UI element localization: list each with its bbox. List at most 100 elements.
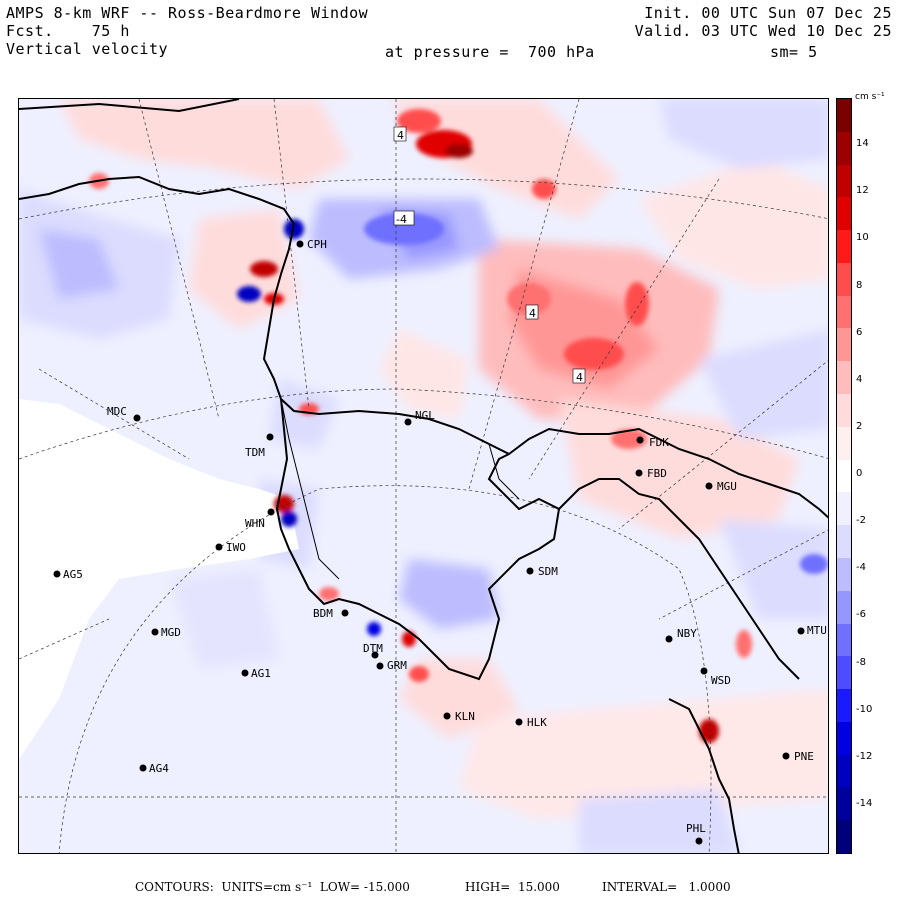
colorbar-tick-label: -10 bbox=[856, 703, 873, 715]
station-marker bbox=[700, 667, 708, 675]
colorbar-tick-label: -12 bbox=[856, 750, 873, 762]
station-label: HLK bbox=[527, 716, 547, 729]
station-label: BDM bbox=[313, 607, 333, 620]
init-time: Init. 00 UTC Sun 07 Dec 25 bbox=[644, 4, 892, 22]
station-marker bbox=[665, 635, 673, 643]
station-marker bbox=[376, 662, 384, 670]
station-marker bbox=[133, 414, 141, 422]
colorbar-segment bbox=[837, 557, 851, 592]
station-marker bbox=[151, 628, 159, 636]
colorbar-tick-label: -14 bbox=[856, 797, 873, 809]
colorbar-segment bbox=[837, 689, 851, 723]
station-label: MTU bbox=[807, 624, 827, 637]
station-marker bbox=[53, 570, 61, 578]
station-marker bbox=[241, 669, 249, 677]
station-label: SDM bbox=[538, 565, 558, 578]
station-marker bbox=[782, 752, 790, 760]
header-left: AMPS 8-km WRF -- Ross-Beardmore Window F… bbox=[6, 4, 368, 58]
station-label: FDK bbox=[649, 436, 669, 449]
station-marker bbox=[797, 627, 805, 635]
colorbar-segment bbox=[837, 590, 851, 625]
contour-label: -4 bbox=[396, 213, 407, 226]
colorbar-tick-label: 4 bbox=[856, 373, 863, 385]
station-marker bbox=[526, 567, 534, 575]
station-label: AG1 bbox=[251, 667, 271, 680]
colorbar-tick-label: -4 bbox=[856, 562, 866, 574]
station-label: NBY bbox=[677, 627, 697, 640]
coastline bbox=[19, 99, 828, 853]
station-marker bbox=[267, 508, 275, 516]
station-label: NGL bbox=[415, 409, 435, 422]
colorbar-tick-label: -6 bbox=[856, 609, 866, 621]
smoothing-value: sm= 5 bbox=[770, 43, 818, 61]
colorbar-tick-label: 8 bbox=[856, 279, 863, 291]
colorbar-tick-label: 0 bbox=[856, 468, 863, 479]
graticule bbox=[19, 99, 828, 853]
colorbar-segment bbox=[837, 623, 851, 657]
station-marker bbox=[371, 651, 379, 659]
colorbar-tick-label: 10 bbox=[856, 232, 869, 244]
station-label: MGD bbox=[161, 626, 181, 639]
station-label: PNE bbox=[794, 750, 814, 763]
pressure-level: at pressure = 700 hPa bbox=[385, 43, 595, 61]
footer-contours: CONTOURS: UNITS=cm s⁻¹ LOW= -15.000 bbox=[135, 880, 410, 894]
colorbar-segment bbox=[837, 197, 851, 231]
colorbar-segment bbox=[837, 262, 851, 297]
colorbar-segment bbox=[837, 230, 851, 264]
colorbar-segment bbox=[837, 295, 851, 329]
station-label: CPH bbox=[307, 238, 327, 251]
colorbar-units: cm s⁻¹ bbox=[855, 92, 885, 102]
station-label: GRM bbox=[387, 659, 407, 672]
map-panel: 4 -4 4 4 CPH MDC NGL TDM FDK FBD MGU WHN… bbox=[18, 98, 829, 854]
station-marker bbox=[139, 764, 147, 772]
colorbar-segment bbox=[837, 426, 851, 461]
colorbar-segment bbox=[837, 787, 851, 821]
colorbar bbox=[836, 98, 852, 854]
header-right: Init. 00 UTC Sun 07 Dec 25 Valid. 03 UTC… bbox=[635, 4, 892, 40]
colorbar-segment bbox=[837, 721, 851, 756]
ice-shelf-edge bbox=[280, 398, 520, 580]
colorbar-segment bbox=[837, 525, 851, 559]
contour-label: 4 bbox=[576, 371, 583, 384]
valid-time: Valid. 03 UTC Wed 10 Dec 25 bbox=[634, 22, 892, 40]
station-marker bbox=[215, 543, 223, 551]
colorbar-segment bbox=[837, 131, 851, 166]
colorbar-segment bbox=[837, 459, 851, 493]
station-marker bbox=[341, 609, 349, 617]
station-label: PHL bbox=[686, 822, 706, 835]
station-label: TDM bbox=[245, 446, 265, 459]
colorbar-tick-label: 14 bbox=[856, 138, 869, 150]
station-label: DTM bbox=[363, 642, 383, 655]
contour-label-group: 4 -4 4 4 bbox=[393, 126, 586, 384]
station-label: WHN bbox=[245, 517, 265, 530]
colorbar-segment bbox=[837, 394, 851, 428]
colorbar-tick-label: -2 bbox=[856, 515, 866, 527]
contour-label: 4 bbox=[529, 307, 536, 320]
strong-features bbox=[89, 109, 828, 743]
station-label: MGU bbox=[717, 480, 737, 493]
station-label: MDC bbox=[107, 405, 127, 418]
station-marker bbox=[635, 469, 643, 477]
station-group: CPH MDC NGL TDM FDK FBD MGU WHN IWO AG5 … bbox=[53, 238, 827, 845]
colorbar-segment bbox=[837, 492, 851, 526]
station-label: FBD bbox=[647, 467, 667, 480]
field-name: Vertical velocity bbox=[6, 40, 169, 58]
station-label: IWO bbox=[226, 541, 246, 554]
colorbar-segment bbox=[837, 99, 851, 133]
station-marker bbox=[266, 433, 274, 441]
station-marker bbox=[515, 718, 523, 726]
forecast-hour: Fcst. 75 h bbox=[6, 22, 130, 40]
colorbar-tick-label: 6 bbox=[856, 326, 863, 338]
contour-label: 4 bbox=[397, 129, 404, 142]
model-title: AMPS 8-km WRF -- Ross-Beardmore Window bbox=[6, 4, 369, 22]
colorbar-tick-label: 2 bbox=[856, 420, 863, 432]
colorbar-tick-label: -8 bbox=[856, 656, 866, 668]
no-data-region bbox=[19, 399, 299, 759]
field-patches bbox=[19, 99, 828, 853]
map-svg: 4 -4 4 4 CPH MDC NGL TDM FDK FBD MGU WHN… bbox=[19, 99, 828, 853]
colorbar-tick-label: 12 bbox=[856, 185, 869, 197]
station-marker bbox=[296, 240, 304, 248]
station-marker bbox=[443, 712, 451, 720]
colorbar-segment bbox=[837, 328, 851, 362]
station-label: KLN bbox=[455, 710, 475, 723]
